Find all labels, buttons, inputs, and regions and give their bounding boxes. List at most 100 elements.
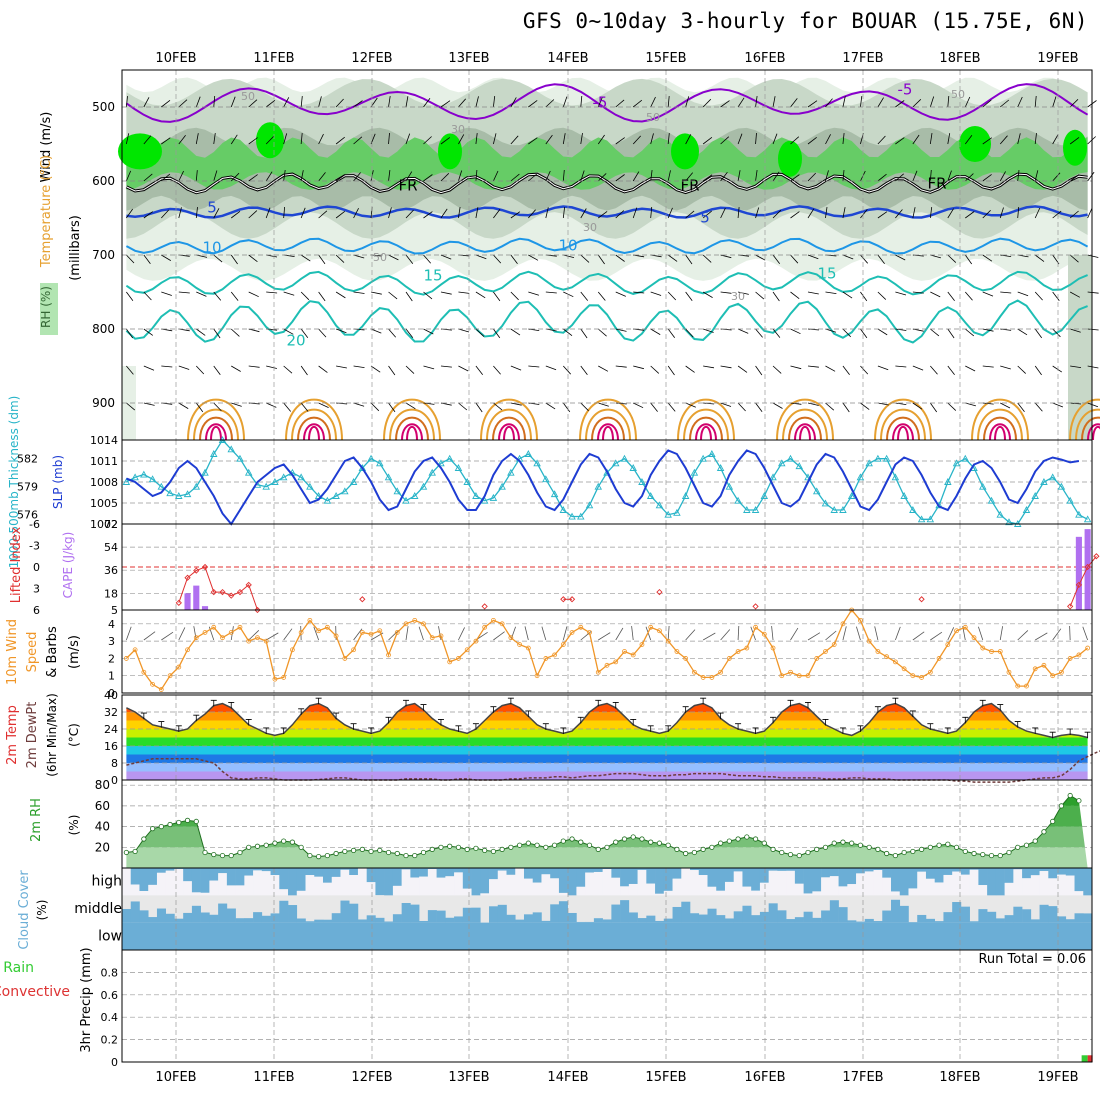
wind-barb <box>230 134 238 145</box>
thickness-point <box>681 492 690 499</box>
cloud-high-gap <box>576 886 586 896</box>
thickness-point <box>585 501 594 509</box>
cloud-mid-bar <box>803 911 813 923</box>
cloud-level-label: low <box>98 928 122 944</box>
contour-label: 50 <box>646 111 660 124</box>
wind-barb <box>493 170 499 182</box>
li-point <box>228 592 235 599</box>
wind-barb <box>702 328 714 333</box>
temp-minmax-marker <box>787 699 794 707</box>
cloud-mid-bar <box>969 921 979 923</box>
wind-barb <box>213 133 216 145</box>
wind-barb <box>1034 254 1045 262</box>
panel-frame <box>121 609 1093 694</box>
temp-minmax-marker <box>1084 731 1091 739</box>
contour-label: 15 <box>817 265 836 283</box>
cloud-high-bar <box>401 868 411 870</box>
cloud-high-bar <box>471 868 481 896</box>
wind-speed-point <box>473 638 479 644</box>
cloud-mid-bar <box>838 907 848 923</box>
wind-barb <box>755 207 760 219</box>
wind-barb <box>318 365 328 373</box>
date-label-top: 12FEB <box>351 51 392 66</box>
surface-wind-barb <box>930 631 943 641</box>
wind-speed-point <box>429 635 435 641</box>
isotherm-warm-dome <box>187 398 245 441</box>
thickness-point <box>979 482 987 490</box>
surface-wind-barb <box>598 632 611 641</box>
wind-barb <box>982 365 994 368</box>
temp-minmax-marker <box>717 712 724 720</box>
cloud-mid-bar <box>497 904 507 923</box>
wind-barb <box>300 170 304 182</box>
rh-point <box>656 840 663 846</box>
wind-barb <box>283 291 295 296</box>
wind-barb <box>178 170 184 182</box>
cloud-high-gap <box>786 870 796 896</box>
wind-barb <box>877 97 884 108</box>
contour-label: -5 <box>898 81 913 99</box>
rh-point <box>665 842 671 848</box>
rh-tick: 80 <box>95 778 110 792</box>
upper-ytick: 900 <box>92 396 115 410</box>
wind-barb <box>353 365 365 368</box>
cloud-high-gap <box>130 884 140 896</box>
wind-barb <box>912 291 924 294</box>
wind-barb <box>388 132 390 145</box>
cloud-high-gap <box>305 875 315 896</box>
wind-barb <box>475 402 483 413</box>
cloud-high-bar <box>419 868 429 877</box>
cloud-high-bar <box>952 868 962 872</box>
wind-speed-point <box>324 624 330 630</box>
thickness-point <box>122 478 131 485</box>
wind-barb <box>563 365 571 375</box>
isotherm-warm-dome <box>983 416 1017 441</box>
wind-barb <box>318 96 322 108</box>
cloud-high-gap <box>620 886 630 896</box>
wind-barb <box>720 254 732 259</box>
wind-barb <box>388 254 399 261</box>
cloud-mid-bar <box>550 904 560 923</box>
wind-barb <box>1052 365 1063 373</box>
cloud-high-gap <box>768 870 778 896</box>
surface-wind-barb <box>1069 625 1071 641</box>
temp-minmax-marker <box>857 725 864 732</box>
wind-barb <box>930 402 938 413</box>
surface-wind-barb <box>667 625 670 641</box>
cloud-high-bar <box>288 868 298 896</box>
wind-speed-point <box>123 656 129 661</box>
wind-barb <box>528 365 540 368</box>
wind-speed-point <box>359 630 365 635</box>
contour-label: FR <box>398 177 417 195</box>
wind-barb <box>405 133 411 145</box>
wind-barb <box>283 133 288 145</box>
cloud-high-gap <box>794 883 804 896</box>
wind-barb <box>143 97 150 108</box>
cloud-high-gap <box>445 876 455 896</box>
isotherm-warm-dome <box>585 408 631 441</box>
li-point <box>175 599 182 606</box>
wind-barb <box>912 207 916 219</box>
temp-minmax-marker <box>892 697 899 705</box>
wind-speed-point <box>831 642 837 647</box>
temp-tick: 24 <box>104 723 118 736</box>
wind-speed-point <box>499 621 505 627</box>
wind-barb <box>300 402 309 412</box>
wind-barb <box>475 328 485 337</box>
surface-wind-barb <box>685 629 696 641</box>
wind-barb <box>947 254 957 263</box>
rh-point <box>455 844 462 850</box>
wind-barb <box>860 291 868 302</box>
cloud-high-gap <box>1013 869 1023 896</box>
temp-color-band <box>126 703 1088 712</box>
isotherm-warm-dome <box>994 425 1006 441</box>
rh-point <box>307 852 313 859</box>
rh-point <box>752 836 759 842</box>
wind-barb <box>650 133 654 145</box>
isotherm-warm-dome <box>776 398 834 441</box>
wind-barb <box>947 95 950 108</box>
cloud-mid-bar <box>515 919 525 923</box>
wind-barb <box>283 97 290 108</box>
wind-speed-point <box>805 673 811 679</box>
rh-point <box>1023 842 1030 848</box>
